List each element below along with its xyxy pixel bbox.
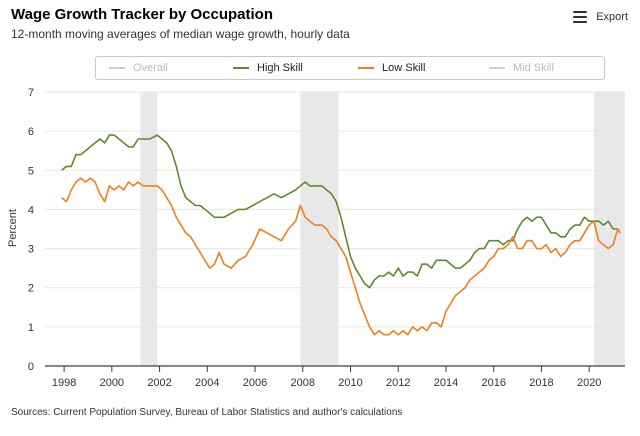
legend-item-low-skill[interactable]: Low Skill [358,62,425,74]
x-tick-label-2000: 2000 [100,377,124,389]
x-tick-label-2018: 2018 [529,377,553,389]
chart-subtitle: 12-month moving averages of median wage … [11,27,350,41]
legend-swatch-mid-skill [489,67,505,69]
axes: 0 1 2 3 4 5 6 7 1998 2000 2002 2004 2006 2008 2010 2012… [28,87,625,389]
legend-swatch-overall [109,67,125,69]
x-tick-label-1998: 1998 [52,377,76,389]
legend-label-overall: Overall [133,62,168,74]
series-line-low-skill [61,177,621,336]
source-note: Sources: Current Population Survey, Bure… [11,407,403,418]
chart-legend: Overall High Skill Low Skill Mid Skill [95,56,605,80]
legend-swatch-low-skill [358,67,374,69]
x-tick-label-2016: 2016 [481,377,505,389]
legend-item-mid-skill[interactable]: Mid Skill [489,62,554,74]
x-tick-label-2010: 2010 [338,377,362,389]
series-lines [61,134,621,336]
legend-label-high-skill: High Skill [257,62,303,74]
y-axis-label: Percent [7,209,19,247]
y-tick-label-2: 2 [28,283,34,295]
export-label: Export [596,11,628,23]
x-tick-label-2004: 2004 [195,377,219,389]
x-tick-label-2020: 2020 [577,377,601,389]
legend-item-overall[interactable]: Overall [109,62,168,74]
x-tick-label-2008: 2008 [291,377,315,389]
legend-label-mid-skill: Mid Skill [513,62,554,74]
y-tick-label-5: 5 [28,165,34,177]
legend-swatch-high-skill [233,67,249,69]
series-line-high-skill [61,134,621,289]
recession-band-3 [593,92,625,366]
y-tick-label-1: 1 [28,322,34,334]
x-tick-label-2012: 2012 [386,377,410,389]
recession-bands [140,92,625,366]
y-tick-label-7: 7 [28,87,34,99]
x-tick-label-2006: 2006 [243,377,267,389]
y-tick-label-3: 3 [28,244,34,256]
y-gridlines [45,91,625,328]
recession-band-2 [300,92,339,366]
legend-item-high-skill[interactable]: High Skill [233,62,303,74]
legend-label-low-skill: Low Skill [382,62,426,74]
y-tick-label-0: 0 [28,361,34,373]
y-tick-label-6: 6 [28,126,34,138]
x-tick-label-2014: 2014 [434,377,458,389]
recession-band-1 [140,92,158,366]
chart-title: Wage Growth Tracker by Occupation [11,6,274,23]
hamburger-menu-icon [573,11,588,23]
x-tick-label-2002: 2002 [147,377,171,389]
y-tick-label-4: 4 [28,204,34,216]
export-button[interactable]: Export [573,11,628,23]
